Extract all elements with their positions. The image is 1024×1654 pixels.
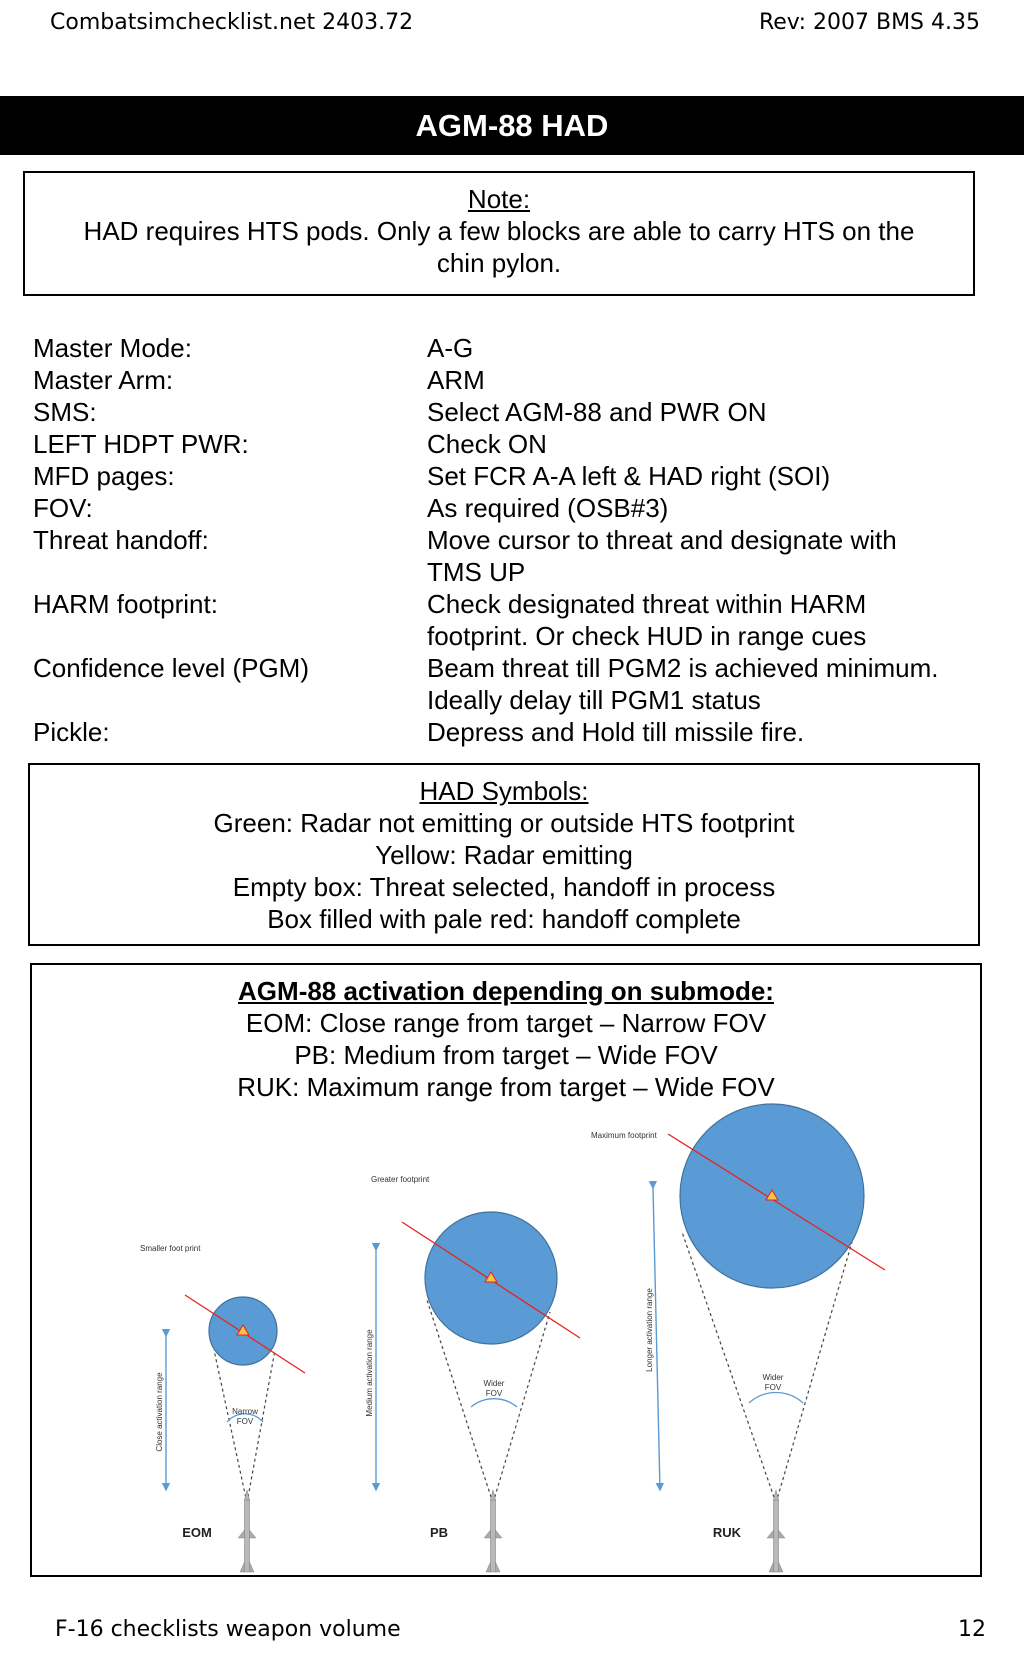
checklist-action: As required (OSB#3)	[427, 493, 669, 523]
ruk-diagram: Longer activation range Maximum footprin…	[591, 1103, 886, 1573]
had-symbols-heading: HAD Symbols:	[419, 776, 589, 806]
eom-fov-label: FOV	[237, 1417, 254, 1426]
had-symbols-line: Empty box: Threat selected, handoff in p…	[232, 872, 776, 902]
eom-footprint-label: Smaller foot print	[140, 1244, 201, 1253]
checklist-row: Master Mode: A-G	[33, 332, 993, 364]
checklist-item: Threat handoff:	[33, 525, 209, 555]
pb-label: PB	[430, 1525, 448, 1540]
checklist-row: LEFT HDPT PWR: Check ON	[33, 428, 993, 460]
checklist-action: Move cursor to threat and designate with…	[427, 525, 897, 587]
footer-left: F-16 checklists weapon volume	[55, 1617, 401, 1642]
eom-fov-line	[246, 1349, 276, 1504]
checklist-item: MFD pages:	[33, 461, 175, 491]
eom-range-label: Close activation range	[155, 1372, 164, 1452]
had-symbols-line: Box filled with pale red: handoff comple…	[267, 904, 741, 934]
activation-line: RUK: Maximum range from target – Wide FO…	[237, 1072, 775, 1102]
checklist-action: Set FCR A-A left & HAD right (SOI)	[427, 461, 831, 491]
checklist-action: Check designated threat within HARM footp…	[427, 589, 867, 651]
eom-label: EOM	[182, 1525, 212, 1540]
header-right: Rev: 2007 BMS 4.35	[758, 10, 980, 35]
pb-diagram: Medium activation range Greater footprin…	[365, 1175, 581, 1573]
checklist-row: SMS: Select AGM-88 and PWR ON	[33, 396, 993, 428]
checklist-action: Depress and Hold till missile fire.	[427, 717, 805, 747]
ruk-range-label: Longer activation range	[645, 1288, 654, 1372]
note-box: Note: HAD requires HTS pods. Only a few …	[23, 171, 975, 296]
pb-fov-label: Wider	[484, 1379, 505, 1388]
ruk-range-arrow	[648, 1180, 665, 1492]
checklist-item: Master Arm:	[33, 365, 174, 395]
checklist-item: FOV:	[33, 493, 93, 523]
pb-threat-icon	[484, 1271, 498, 1283]
pb-missile-icon	[483, 1489, 503, 1573]
checklist-row: MFD pages: Set FCR A-A left & HAD right …	[33, 460, 993, 492]
had-symbols-line: Yellow: Radar emitting	[375, 840, 633, 870]
checklist-item: LEFT HDPT PWR:	[33, 429, 249, 459]
pb-range-label: Medium activation range	[365, 1329, 374, 1417]
ruk-fov-label: FOV	[765, 1383, 782, 1392]
checklist-item: Confidence level (PGM)	[33, 653, 309, 683]
checklist-action: Beam threat till PGM2 is achieved minimu…	[427, 653, 939, 715]
eom-missile-icon	[237, 1489, 257, 1573]
ruk-label: RUK	[713, 1525, 742, 1540]
eom-fov-line	[213, 1349, 248, 1504]
activation-line: PB: Medium from target – Wide FOV	[294, 1040, 718, 1070]
checklist-item: Master Mode:	[33, 333, 192, 363]
activation-box: AGM-88 activation depending on submode: …	[30, 963, 982, 1577]
checklist: Master Mode: A-G Master Arm: ARM SMS: Se…	[33, 332, 993, 748]
ruk-fov-arc	[748, 1391, 804, 1404]
note-heading: Note:	[467, 184, 531, 214]
checklist-action: ARM	[427, 365, 485, 395]
had-symbols-box: HAD Symbols: Green: Radar not emitting o…	[28, 763, 980, 946]
had-symbols-line: Green: Radar not emitting or outside HTS…	[213, 808, 795, 838]
page-number: 12	[958, 1617, 986, 1642]
pb-fov-arc	[470, 1398, 518, 1408]
eom-diagram: Close activation range Smaller foot prin…	[140, 1244, 306, 1573]
ruk-threat-icon	[765, 1189, 779, 1201]
pb-footprint-label: Greater footprint	[371, 1175, 430, 1184]
checklist-row: Pickle: Depress and Hold till missile fi…	[33, 716, 993, 748]
ruk-footprint-label: Maximum footprint	[591, 1131, 658, 1140]
page-title: AGM-88 HAD	[0, 96, 1024, 155]
checklist-row: FOV: As required (OSB#3)	[33, 492, 993, 524]
checklist-item: Pickle:	[33, 717, 110, 747]
checklist-row: Threat handoff: Move cursor to threat an…	[33, 524, 993, 588]
activation-line: EOM: Close range from target – Narrow FO…	[245, 1008, 767, 1038]
checklist-action: Check ON	[427, 429, 547, 459]
checklist-row: Master Arm: ARM	[33, 364, 993, 396]
eom-fov-label: Narrow	[232, 1407, 258, 1416]
checklist-item: SMS:	[33, 397, 97, 427]
checklist-row: Confidence level (PGM) Beam threat till …	[33, 652, 993, 716]
activation-heading: AGM-88 activation depending on submode:	[238, 976, 774, 1006]
note-line-1: HAD requires HTS pods. Only a few blocks…	[83, 216, 915, 246]
checklist-action: Select AGM-88 and PWR ON	[427, 397, 767, 427]
ruk-beam-line	[667, 1133, 886, 1271]
eom-fov-arc	[226, 1413, 264, 1423]
checklist-action: A-G	[427, 333, 474, 363]
ruk-missile-icon	[766, 1489, 786, 1573]
note-line-2: chin pylon.	[436, 248, 562, 278]
ruk-fov-label: Wider	[763, 1373, 784, 1382]
pb-fov-label: FOV	[486, 1389, 503, 1398]
checklist-item: HARM footprint:	[33, 589, 218, 619]
checklist-row: HARM footprint: Check designated threat …	[33, 588, 993, 652]
header-left: Combatsimchecklist.net 2403.72	[50, 10, 414, 35]
eom-threat-icon	[236, 1324, 250, 1336]
